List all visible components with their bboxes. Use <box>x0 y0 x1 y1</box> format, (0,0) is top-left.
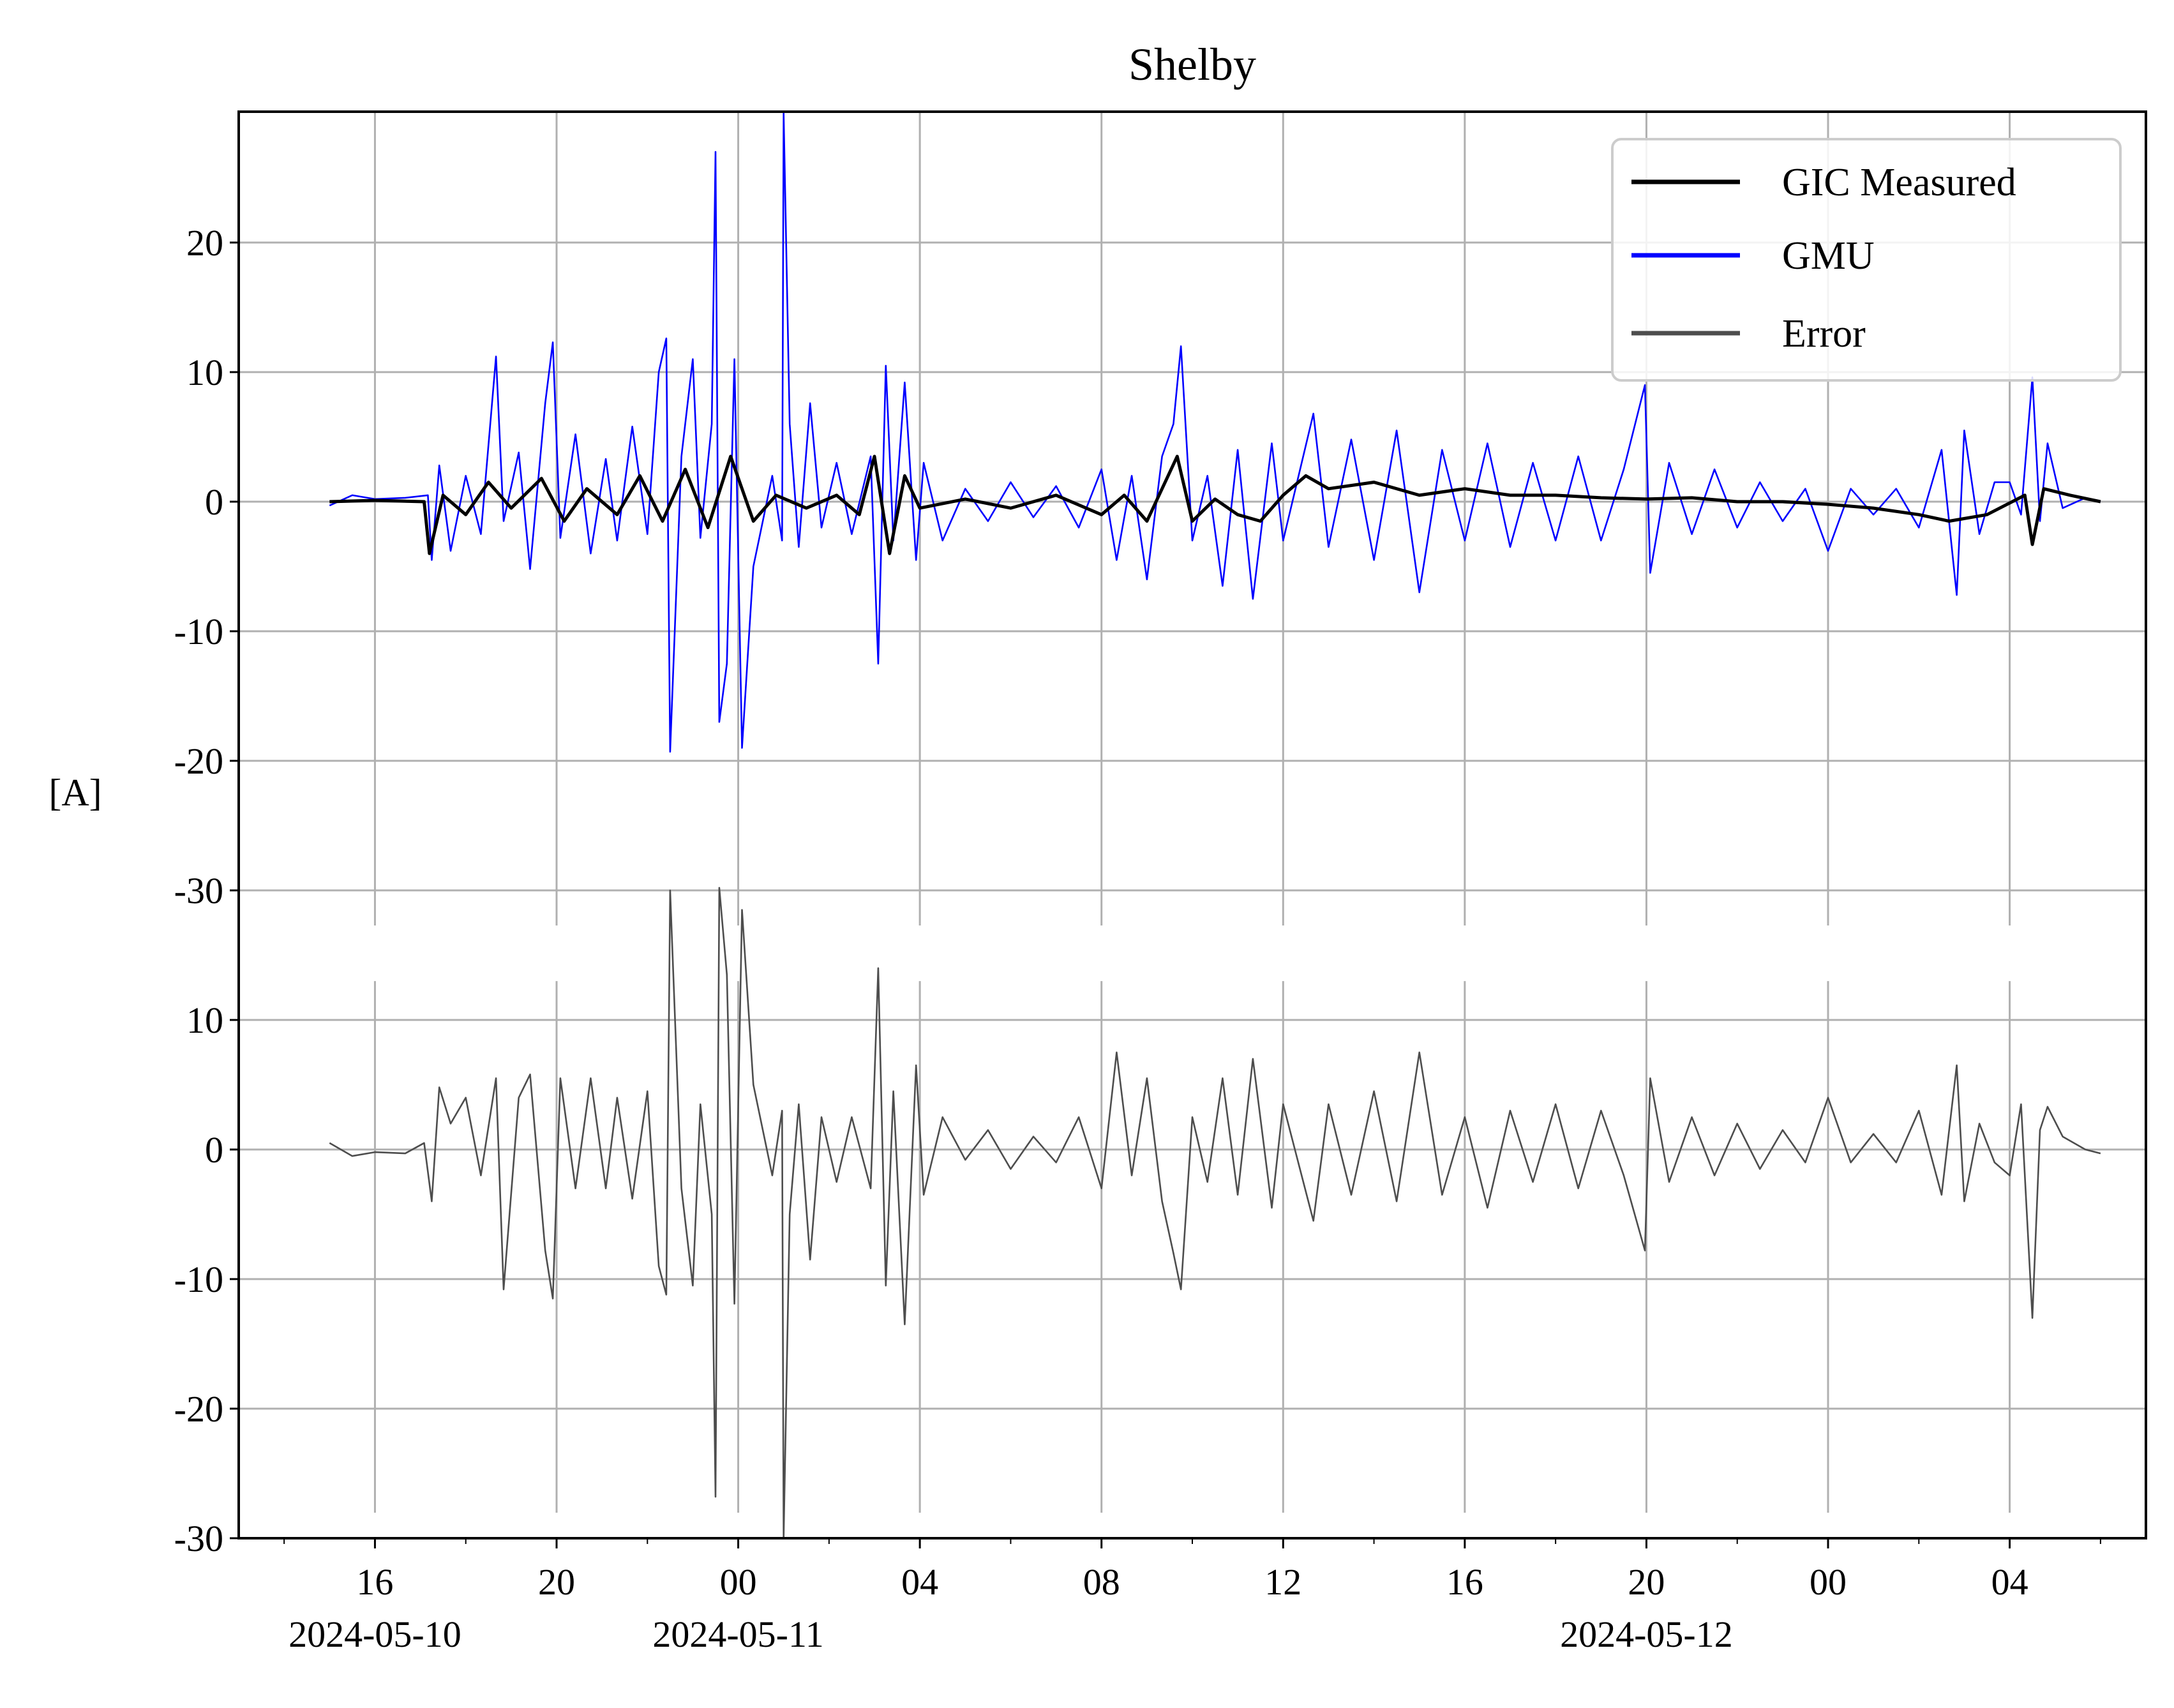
x-date-label: 2024-05-10 <box>289 1614 461 1655</box>
ticks: 20 10 0 -10 -20 -30 10 0 -10 -20 -30 16 2024-05-10 20… <box>174 222 2101 1655</box>
y-tick-label: 0 <box>205 1129 223 1171</box>
y-tick-label: -10 <box>174 611 223 652</box>
x-tick-label: 16 <box>356 1561 393 1603</box>
y-tick-label: 0 <box>205 481 223 523</box>
y-tick-label: 20 <box>186 222 223 264</box>
x-tick-label: 20 <box>538 1561 575 1603</box>
y-tick-label: 10 <box>186 352 223 393</box>
x-tick-label: 04 <box>1991 1561 2028 1603</box>
series-line-gmu <box>329 112 2101 753</box>
x-tick-label: 00 <box>720 1561 757 1603</box>
series-line-error <box>329 887 2101 1539</box>
legend-box <box>1611 138 2122 382</box>
y-tick-label: -30 <box>174 870 223 911</box>
x-date-label: 2024-05-11 <box>652 1614 823 1655</box>
legend: GIC Measured GMU Error <box>1611 138 2122 382</box>
series-line-gic-measured <box>329 454 2101 555</box>
plot-frame <box>237 110 2147 1539</box>
x-tick-label: 08 <box>1083 1561 1120 1603</box>
series <box>329 112 2101 1539</box>
y-tick-label: 10 <box>186 1000 223 1041</box>
x-date-label: 2024-05-12 <box>1560 1614 1733 1655</box>
chart-title: Shelby <box>1128 39 1256 90</box>
x-tick-label: 04 <box>901 1561 938 1603</box>
y-tick-label: -20 <box>174 1388 223 1430</box>
x-tick-label: 20 <box>1628 1561 1665 1603</box>
y-tick-label: -20 <box>174 740 223 782</box>
legend-label-gmu: GMU <box>1782 234 1875 278</box>
x-tick-label: 00 <box>1810 1561 1847 1603</box>
legend-label-gic-measured: GIC Measured <box>1782 161 2016 204</box>
y-tick-label: -10 <box>174 1259 223 1300</box>
y-tick-label: -30 <box>174 1518 223 1559</box>
x-tick-label: 16 <box>1446 1561 1483 1603</box>
legend-label-error: Error <box>1782 312 1866 356</box>
y-axis-label: [A] <box>49 772 101 814</box>
x-tick-label: 12 <box>1264 1561 1301 1603</box>
